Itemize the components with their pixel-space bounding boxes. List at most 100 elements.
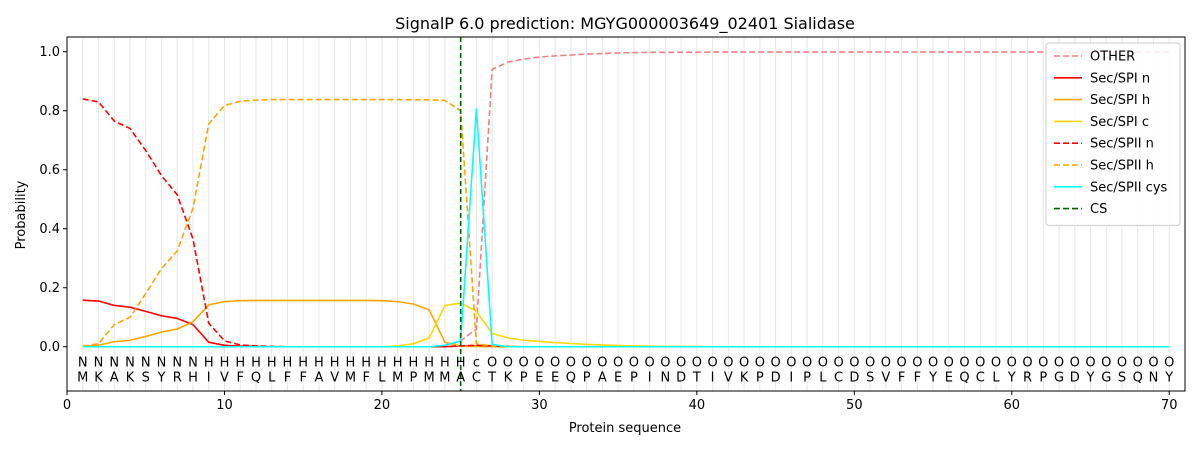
residue-label: N: [1149, 370, 1159, 385]
region-label: O: [1070, 356, 1080, 371]
residue-label: C: [472, 370, 481, 385]
x-tick-label: 30: [531, 398, 548, 413]
y-tick-label: 1.0: [39, 45, 60, 60]
residue-label: Q: [959, 370, 969, 385]
legend-entry: Sec/SPI c: [1090, 115, 1149, 130]
residue-label: L: [992, 370, 1000, 385]
region-label: O: [1038, 356, 1048, 371]
series-line-sec-spii-cys: [82, 108, 1170, 348]
region-label: H: [235, 356, 245, 371]
residue-label: Y: [157, 370, 166, 385]
y-tick-label: 0.0: [39, 340, 60, 355]
region-label: H: [440, 356, 450, 371]
x-tick-label: 10: [216, 398, 233, 413]
region-label: O: [597, 356, 607, 371]
region-label: O: [755, 356, 765, 371]
y-tick-label: 0.6: [39, 163, 60, 178]
x-tick-label: 60: [1004, 398, 1021, 413]
series-line-other: [82, 51, 1170, 348]
residue-label: S: [142, 370, 150, 385]
region-label: H: [377, 356, 387, 371]
residue-label: N: [660, 370, 670, 385]
residue-label: Y: [1007, 370, 1016, 385]
residue-label: M: [345, 370, 356, 385]
region-label: O: [660, 356, 670, 371]
legend-entry: OTHER: [1090, 50, 1135, 65]
region-label: N: [94, 356, 104, 371]
residue-label: K: [126, 370, 135, 385]
legend-entry: Sec/SPII h: [1090, 159, 1154, 174]
residue-label: G: [1054, 370, 1064, 385]
region-label: H: [251, 356, 261, 371]
region-label: O: [912, 356, 922, 371]
region-label: N: [141, 356, 151, 371]
region-label: O: [487, 356, 497, 371]
legend-entry: Sec/SPI h: [1090, 93, 1150, 108]
series-line-sec-spi-n: [82, 299, 1170, 348]
residue-label: V: [220, 370, 229, 385]
residue-label: T: [487, 370, 496, 385]
region-label: O: [1133, 356, 1143, 371]
residue-label: M: [392, 370, 403, 385]
residue-label: D: [1070, 370, 1080, 385]
region-label: c: [473, 356, 480, 371]
residue-label: L: [268, 370, 276, 385]
residue-label: M: [77, 370, 88, 385]
legend-entry: CS: [1090, 202, 1107, 217]
residue-label: S: [1118, 370, 1126, 385]
region-label: O: [896, 356, 906, 371]
x-axis-label: Protein sequence: [569, 421, 681, 436]
region-label: O: [991, 356, 1001, 371]
residue-label: G: [1101, 370, 1111, 385]
x-tick-label: 70: [1161, 398, 1178, 413]
region-label: O: [802, 356, 812, 371]
series-line-sec-spii-n: [82, 98, 1170, 348]
region-label: O: [582, 356, 592, 371]
legend-box: [1045, 42, 1181, 226]
residue-label: A: [110, 370, 119, 385]
residue-label: C: [834, 370, 843, 385]
region-label: H: [220, 356, 230, 371]
region-label: H: [204, 356, 214, 371]
region-label: H: [330, 356, 340, 371]
region-label: O: [975, 356, 985, 371]
residue-label: P: [630, 370, 638, 385]
residue-label: S: [866, 370, 874, 385]
residue-label: E: [614, 370, 622, 385]
region-label: O: [707, 356, 717, 371]
x-tick-label: 20: [374, 398, 391, 413]
region-label: O: [550, 356, 560, 371]
residue-label: C: [976, 370, 985, 385]
residue-label: M: [439, 370, 450, 385]
legend-entry: Sec/SPII cys: [1090, 180, 1168, 195]
residue-label: E: [945, 370, 953, 385]
residue-label: Q: [1133, 370, 1143, 385]
legend: OTHER Sec/SPI n Sec/SPI h Sec/SPI c Sec/SPII…: [1045, 42, 1181, 226]
legend-entry: Sec/SPI n: [1090, 71, 1150, 86]
region-label: O: [944, 356, 954, 371]
residue-label: E: [551, 370, 559, 385]
region-label: O: [959, 356, 969, 371]
residue-label: P: [1039, 370, 1047, 385]
region-label: O: [1117, 356, 1127, 371]
residue-label: R: [173, 370, 182, 385]
region-label: N: [109, 356, 119, 371]
residue-label: Y: [928, 370, 937, 385]
region-label: O: [503, 356, 513, 371]
residue-label: L: [378, 370, 386, 385]
residue-label: P: [520, 370, 528, 385]
residue-label: Y: [1086, 370, 1095, 385]
series-line-sec-spi-h: [82, 299, 1170, 348]
region-label: H: [298, 356, 308, 371]
region-label: N: [78, 356, 88, 371]
region-label: O: [833, 356, 843, 371]
region-label: O: [849, 356, 859, 371]
residue-label: Y: [1164, 370, 1173, 385]
region-label: O: [881, 356, 891, 371]
residue-label: F: [898, 370, 905, 385]
region-label: N: [157, 356, 167, 371]
residue-label: P: [583, 370, 591, 385]
region-label: O: [1022, 356, 1032, 371]
residue-label: F: [299, 370, 306, 385]
